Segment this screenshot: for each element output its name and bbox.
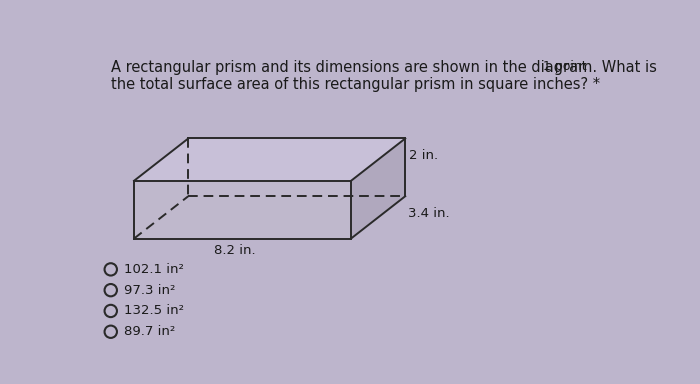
Text: the total surface area of this rectangular prism in square inches? *: the total surface area of this rectangul… bbox=[111, 77, 600, 92]
Text: 3.4 in.: 3.4 in. bbox=[407, 207, 449, 220]
Polygon shape bbox=[351, 139, 405, 238]
Text: 97.3 in²: 97.3 in² bbox=[124, 284, 175, 297]
Polygon shape bbox=[134, 181, 351, 238]
Text: A rectangular prism and its dimensions are shown in the diagram. What is: A rectangular prism and its dimensions a… bbox=[111, 60, 657, 75]
Text: 132.5 in²: 132.5 in² bbox=[124, 305, 184, 318]
Text: 102.1 in²: 102.1 in² bbox=[124, 263, 184, 276]
Text: 1 point: 1 point bbox=[543, 60, 587, 73]
Text: 8.2 in.: 8.2 in. bbox=[214, 244, 256, 257]
Text: 2 in.: 2 in. bbox=[409, 149, 438, 162]
Text: 89.7 in²: 89.7 in² bbox=[124, 325, 175, 338]
Polygon shape bbox=[134, 139, 405, 181]
